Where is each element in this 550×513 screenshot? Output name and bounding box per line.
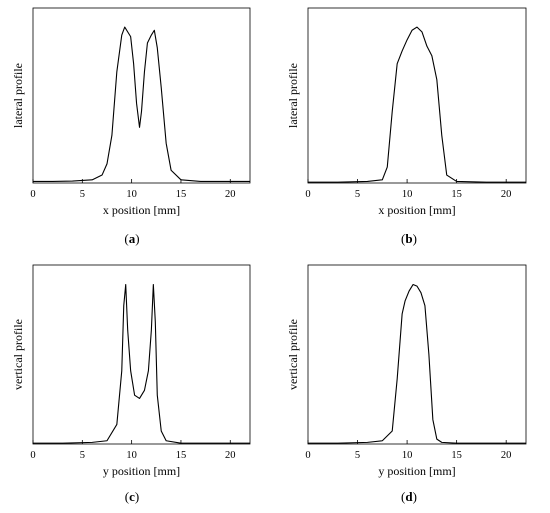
panel-c-x-tick-label: 10 xyxy=(126,450,137,461)
panel-a-series-line xyxy=(33,26,250,182)
panel-a-x-axis-label: x position [mm] xyxy=(103,203,180,217)
panel-d-y-axis-label: vertical profile xyxy=(286,319,300,390)
panel-c-x-axis-label: y position [mm] xyxy=(103,464,180,478)
panel-c-plot-frame xyxy=(32,264,251,445)
panel-d-x-tick-label: 20 xyxy=(501,450,512,461)
panel-b-series-line xyxy=(308,26,526,183)
panel-c-y-axis-label: vertical profile xyxy=(11,319,25,390)
panel-a-caption: (a) xyxy=(124,231,139,246)
panel-b-x-axis-label: x position [mm] xyxy=(378,203,455,217)
panel-a-x-tick-label: 20 xyxy=(225,189,236,200)
panel-d-caption: (d) xyxy=(401,489,417,504)
panel-a-x-tick-label: 15 xyxy=(176,189,187,200)
panel-d-series-line xyxy=(308,283,526,444)
panel-c-series-line xyxy=(33,283,250,444)
panel-c-x-tick-label: 20 xyxy=(225,450,236,461)
panel-a-x-tick-label: 10 xyxy=(126,189,137,200)
panel-b-x-tick-label: 5 xyxy=(355,189,360,200)
panel-c-x-tick-label: 5 xyxy=(80,450,85,461)
panel-a-x-tick-label: 5 xyxy=(80,189,85,200)
panel-d-plot-frame xyxy=(307,264,527,445)
panel-b-caption: (b) xyxy=(401,231,417,246)
panel-c-caption: (c) xyxy=(125,489,139,504)
panel-c-x-tick-label: 15 xyxy=(176,450,187,461)
panel-a-plot-frame xyxy=(32,7,251,184)
panel-b-x-tick-label: 20 xyxy=(501,189,512,200)
panel-b-x-tick-label: 10 xyxy=(402,189,413,200)
panel-b-y-axis-label: lateral profile xyxy=(286,63,300,128)
panel-b-x-tick-label: 15 xyxy=(451,189,462,200)
panel-d-x-tick-label: 15 xyxy=(451,450,462,461)
panel-b-x-tick-label: 0 xyxy=(305,189,310,200)
panel-d-x-tick-label: 5 xyxy=(355,450,360,461)
panel-d-x-tick-label: 0 xyxy=(305,450,310,461)
panel-d-x-axis-label: y position [mm] xyxy=(378,464,455,478)
panel-a-y-axis-label: lateral profile xyxy=(11,63,25,128)
panel-a-x-tick-label: 0 xyxy=(30,189,35,200)
panel-b-plot-frame xyxy=(307,7,527,184)
panel-c-x-tick-label: 0 xyxy=(30,450,35,461)
panel-d-x-tick-label: 10 xyxy=(402,450,413,461)
